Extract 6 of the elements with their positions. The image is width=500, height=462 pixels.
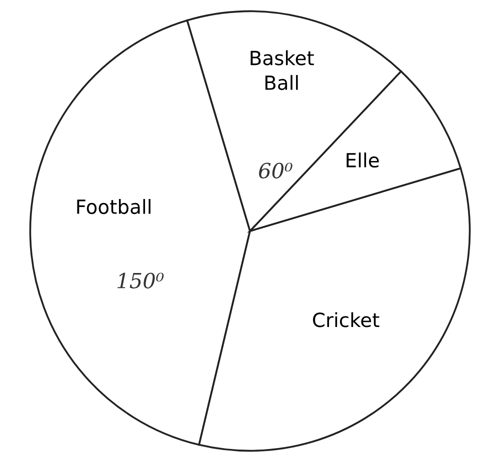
slice-label: Elle: [346, 152, 379, 168]
slice-label: Football: [77, 199, 150, 214]
data-label: 150⁰: [118, 272, 164, 288]
slice-label: Basket Ball: [250, 50, 314, 90]
data-label: 60⁰: [259, 162, 292, 178]
slice-label: Cricket: [313, 312, 380, 328]
